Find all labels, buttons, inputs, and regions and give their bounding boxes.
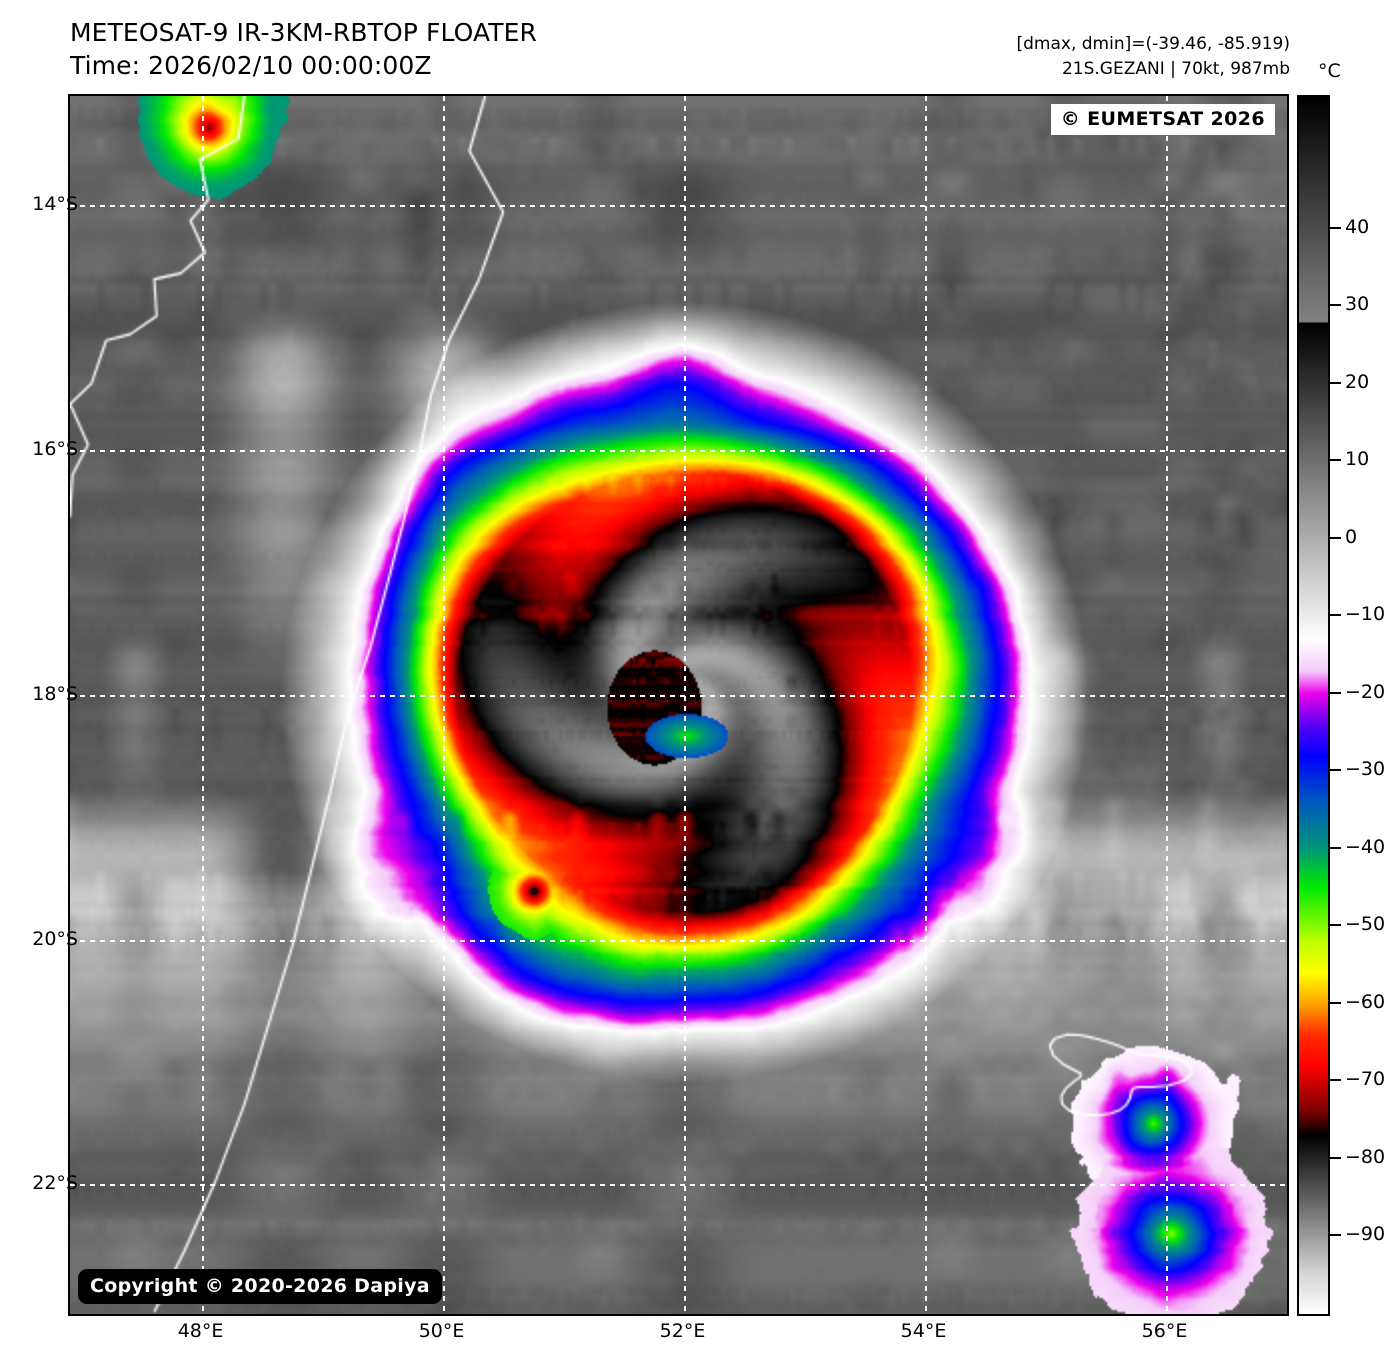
- colorbar-tick-label: −60: [1345, 990, 1386, 1013]
- satellite-image-plot[interactable]: © EUMETSAT 2026 Copyright © 2020-2026 Da…: [68, 94, 1289, 1316]
- colorbar-tick-mark: [1329, 304, 1341, 307]
- colorbar-tick-label: −10: [1345, 603, 1386, 626]
- colorbar-tick-mark: [1329, 1001, 1341, 1004]
- lon-tick-label: 50°E: [418, 1320, 465, 1342]
- colorbar-tick-label: 0: [1345, 525, 1358, 548]
- page-title: METEOSAT-9 IR-3KM-RBTOP FLOATER: [70, 18, 537, 47]
- colorbar-tick-mark: [1329, 459, 1341, 462]
- colorbar-tick-label: 30: [1345, 293, 1370, 316]
- lon-tick-label: 54°E: [900, 1320, 947, 1342]
- colorbar-tick-label: −40: [1345, 835, 1386, 858]
- lon-tick-label: 52°E: [659, 1320, 706, 1342]
- header-title-block: METEOSAT-9 IR-3KM-RBTOP FLOATER Time: 20…: [70, 16, 537, 82]
- colorbar-tick-label: −80: [1345, 1145, 1386, 1168]
- lon-tick-label: 56°E: [1141, 1320, 1188, 1342]
- eumetsat-copyright-badge: © EUMETSAT 2026: [1050, 104, 1275, 135]
- colorbar-unit-label: °C: [1318, 60, 1341, 82]
- lat-tick-label: 14°S: [32, 193, 78, 216]
- header-meta-block: [dmax, dmin]=(-39.46, -85.919) 21S.GEZAN…: [1017, 32, 1291, 82]
- colorbar-tick-label: −70: [1345, 1068, 1386, 1091]
- data-minmax: [dmax, dmin]=(-39.46, -85.919): [1016, 34, 1291, 54]
- colorbar-tick-label: 10: [1345, 448, 1370, 471]
- timestamp: Time: 2026/02/10 00:00:00Z: [70, 51, 432, 80]
- lon-tick-label: 48°E: [177, 1320, 224, 1342]
- colorbar-tick-mark: [1329, 769, 1341, 772]
- colorbar-tick-mark: [1329, 1156, 1341, 1159]
- colorbar-tick-mark: [1329, 536, 1341, 539]
- colorbar-tick-mark: [1329, 381, 1341, 384]
- dapiya-copyright-badge: Copyright © 2020-2026 Dapiya: [78, 1269, 442, 1304]
- infrared-satellite-raster: [70, 96, 1287, 1314]
- storm-info: 21S.GEZANI | 70kt, 987mb: [1061, 59, 1290, 79]
- colorbar-tick-mark: [1329, 1234, 1341, 1237]
- colorbar-tick-label: −30: [1345, 758, 1386, 781]
- colorbar-tick-label: −90: [1345, 1223, 1386, 1246]
- colorbar-tick-mark: [1329, 691, 1341, 694]
- colorbar-tick-mark: [1329, 226, 1341, 229]
- colorbar-tick-mark: [1329, 846, 1341, 849]
- temperature-colorbar: [1297, 95, 1330, 1316]
- colorbar-tick-mark: [1329, 924, 1341, 927]
- colorbar-tick-label: 20: [1345, 370, 1370, 393]
- colorbar-tick-mark: [1329, 614, 1341, 617]
- lat-tick-label: 22°S: [32, 1172, 78, 1195]
- lat-tick-label: 20°S: [32, 927, 78, 950]
- colorbar-tick-label: 40: [1345, 215, 1370, 238]
- colorbar-tick-label: −50: [1345, 913, 1386, 936]
- colorbar-tick-mark: [1329, 1079, 1341, 1082]
- colorbar-tick-label: −20: [1345, 680, 1386, 703]
- lat-tick-label: 16°S: [32, 437, 78, 460]
- lat-tick-label: 18°S: [32, 682, 78, 705]
